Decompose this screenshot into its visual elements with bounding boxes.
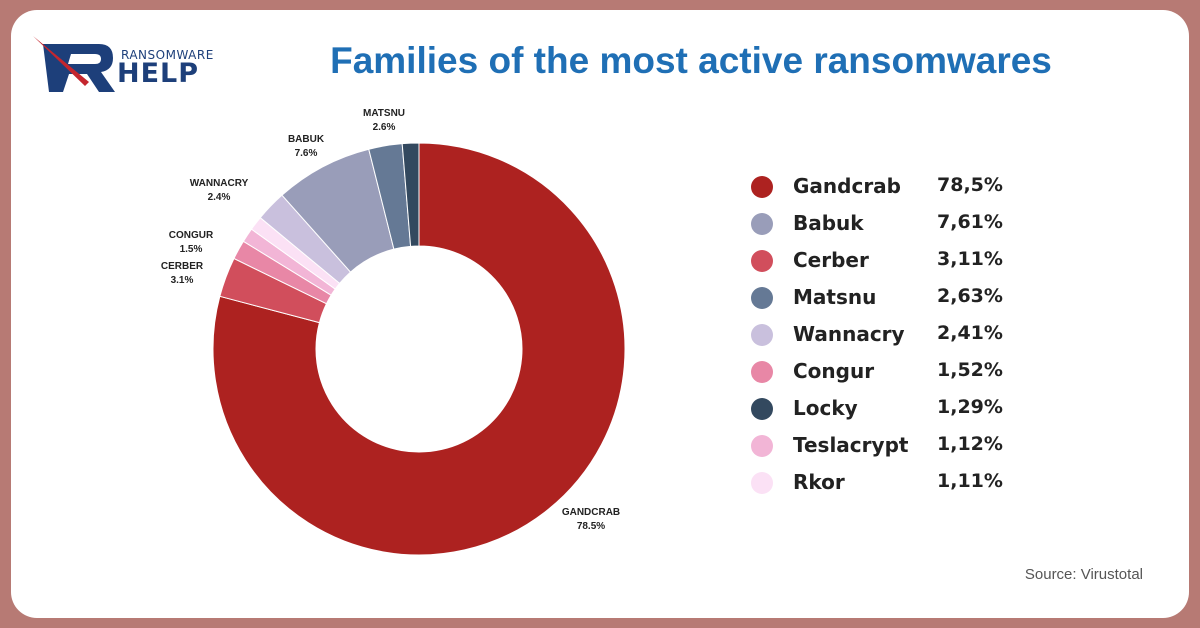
- legend-swatch: [751, 176, 773, 198]
- legend-swatch: [751, 398, 773, 420]
- slice-value-matsnu: 2.6%: [373, 122, 396, 133]
- legend-name: Rkor: [793, 470, 845, 494]
- ransomware-help-logo: RANSOMWARE HELP: [29, 22, 219, 102]
- legend-value: 2,41%: [937, 322, 1003, 344]
- legend-value: 3,11%: [937, 248, 1003, 270]
- slice-label-matsnu: MATSNU: [363, 108, 405, 119]
- legend-name: Wannacry: [793, 322, 905, 346]
- logo-text-big: HELP: [117, 58, 200, 89]
- chart-title: Families of the most active ransomwares: [330, 40, 1052, 81]
- slice-value-congur: 1.5%: [180, 244, 203, 255]
- legend-swatch: [751, 472, 773, 494]
- legend-item-rkor: Rkor 1,11%: [751, 466, 1051, 503]
- legend-value: 78,5%: [937, 174, 1003, 196]
- legend-swatch: [751, 250, 773, 272]
- legend-name: Locky: [793, 396, 858, 420]
- legend-value: 2,63%: [937, 285, 1003, 307]
- slice-label-cerber: CERBER: [161, 261, 204, 272]
- legend-item-matsnu: Matsnu 2,63%: [751, 281, 1051, 318]
- infographic-card: RANSOMWARE HELP Families of the most act…: [11, 10, 1189, 618]
- legend-swatch: [751, 435, 773, 457]
- donut-chart: GANDCRAB 78.5% CERBER 3.1% CONGUR 1.5% WANNACR…: [161, 108, 626, 556]
- legend-name: Babuk: [793, 211, 864, 235]
- legend-name: Congur: [793, 359, 875, 383]
- legend-name: Matsnu: [793, 285, 877, 309]
- legend-value: 7,61%: [937, 211, 1003, 233]
- slice-label-congur: CONGUR: [169, 230, 214, 241]
- slice-unlabeled-8: [401, 142, 420, 247]
- slice-value-cerber: 3.1%: [171, 275, 194, 286]
- legend-value: 1,12%: [937, 433, 1003, 455]
- legend-name: Teslacrypt: [793, 433, 909, 457]
- legend-swatch: [751, 287, 773, 309]
- legend-swatch: [751, 213, 773, 235]
- legend-swatch: [751, 361, 773, 383]
- legend-item-locky: Locky 1,29%: [751, 392, 1051, 429]
- logo-r-icon: [33, 36, 115, 92]
- legend-item-wannacry: Wannacry 2,41%: [751, 318, 1051, 355]
- legend-item-babuk: Babuk 7,61%: [751, 207, 1051, 244]
- logo-text-small: RANSOMWARE: [121, 48, 214, 62]
- legend-item-cerber: Cerber 3,11%: [751, 244, 1051, 281]
- slice-label-wannacry: WANNACRY: [190, 178, 249, 189]
- legend-value: 1,29%: [937, 396, 1003, 418]
- legend-name: Gandcrab: [793, 174, 901, 198]
- legend-item-congur: Congur 1,52%: [751, 355, 1051, 392]
- slice-value-gandcrab: 78.5%: [577, 521, 605, 532]
- legend-name: Cerber: [793, 248, 869, 272]
- slice-label-babuk: BABUK: [288, 134, 325, 145]
- slice-value-wannacry: 2.4%: [208, 192, 231, 203]
- legend-item-teslacrypt: Teslacrypt 1,12%: [751, 429, 1051, 466]
- slice-label-gandcrab: GANDCRAB: [562, 507, 620, 518]
- source-note: Source: Virustotal: [1024, 566, 1143, 583]
- legend-item-gandcrab: Gandcrab 78,5%: [751, 170, 1051, 207]
- legend-swatch: [751, 324, 773, 346]
- legend-value: 1,52%: [937, 359, 1003, 381]
- slice-value-babuk: 7.6%: [295, 148, 318, 159]
- chart-legend: Gandcrab 78,5% Babuk 7,61% Cerber 3,11% Matsnu…: [751, 170, 1051, 503]
- legend-value: 1,11%: [937, 470, 1003, 492]
- slice-gandcrab: [212, 142, 626, 556]
